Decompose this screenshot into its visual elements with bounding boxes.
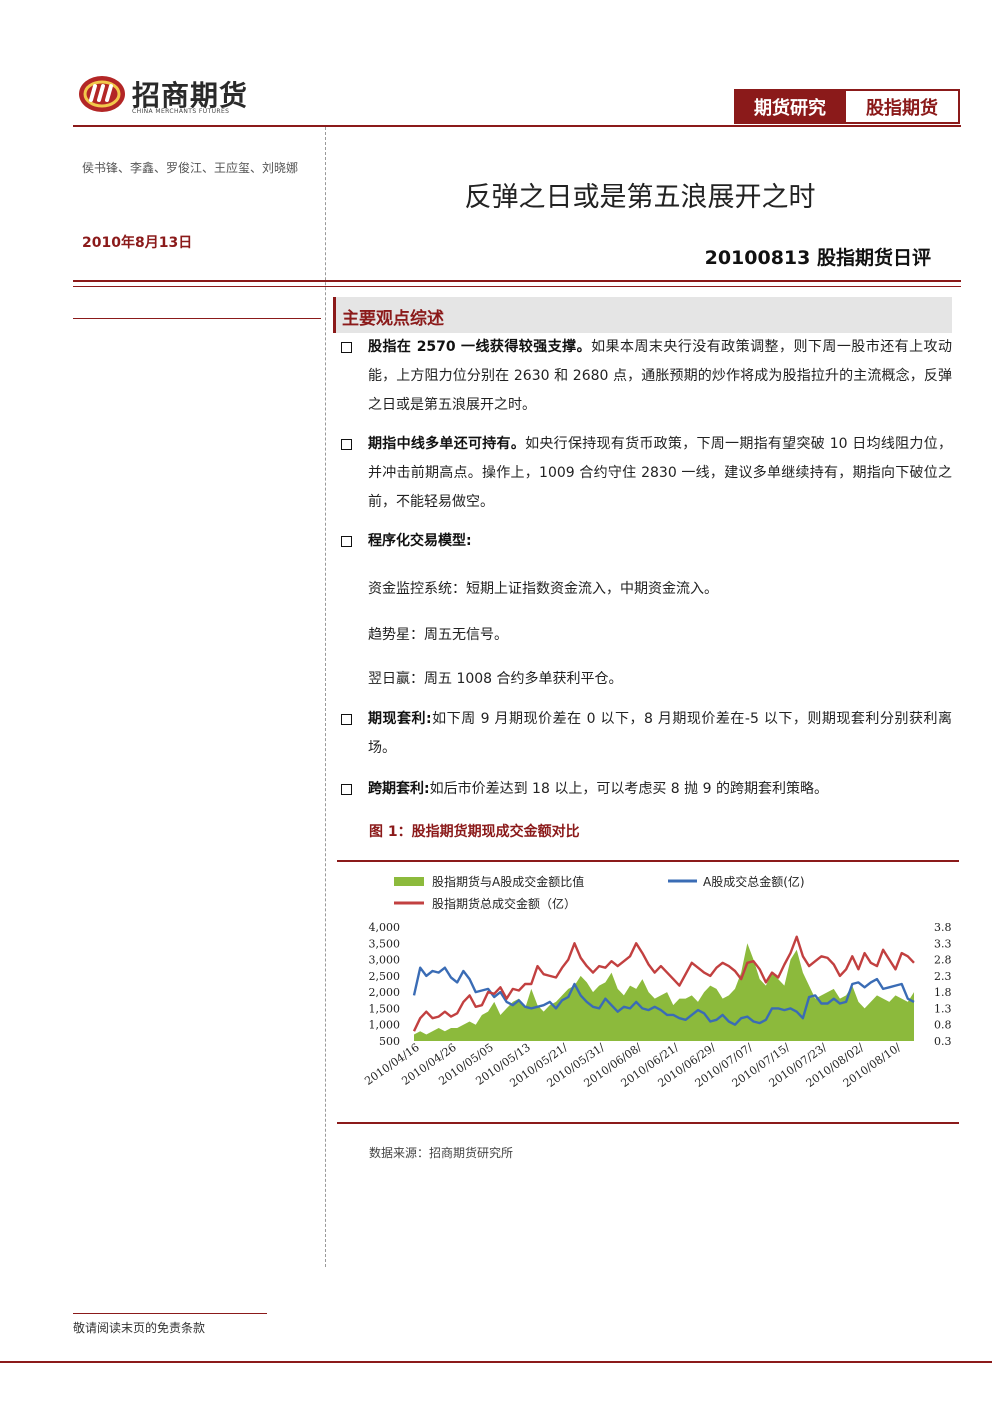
checkbox-bullet-icon	[341, 342, 352, 353]
title-rule-thin	[73, 286, 961, 287]
y-right-tick-label: 3.8	[934, 921, 952, 934]
legend-label-a-share: A股成交总金额(亿)	[703, 874, 805, 889]
data-source: 数据来源：招商期货研究所	[369, 1146, 514, 1160]
header-rule	[73, 125, 961, 127]
point-5: 跨期套利:如后市价差达到 18 以上，可以考虑买 8 抛 9 的跨期套利策略。	[337, 775, 952, 804]
report-subtitle: 20100813 股指期货日评	[704, 247, 931, 269]
logo-english-text: CHINA MERCHANTS FUTURES	[132, 108, 230, 115]
figure-top-rule	[337, 860, 959, 862]
legend-label-ratio: 股指期货与A股成交金额比值	[432, 874, 584, 889]
y-right-tick-label: 2.3	[934, 970, 952, 983]
report-title: 反弹之日或是第五浪展开之时	[464, 182, 816, 213]
logo-text: 招商期货	[132, 79, 249, 112]
company-logo: 招商期货 CHINA MERCHANTS FUTURES	[78, 70, 278, 120]
column-divider	[325, 127, 326, 1267]
series-area-ratio	[414, 943, 914, 1041]
tag-index-futures: 股指期货	[844, 91, 958, 122]
y-right-tick-label: 0.8	[934, 1019, 952, 1032]
y-right-tick-label: 0.3	[934, 1035, 952, 1048]
y-right-tick-label: 1.3	[934, 1002, 952, 1015]
footer-rule	[73, 1313, 267, 1314]
model-line-3: 翌日赢：周五 1008 合约多单获利平仓。	[368, 671, 623, 687]
point-lead: 股指在 2570 一线获得较强支撑。	[368, 339, 592, 355]
authors: 侯书锋、李鑫、罗俊江、王应玺、刘晓娜	[82, 161, 299, 175]
legend-label-futures: 股指期货总成交金额（亿）	[432, 896, 576, 911]
point-2: 期指中线多单还可持有。如央行保持现有货币政策，下周一期指有望突破 10 日均线阻…	[337, 430, 952, 517]
y-right-tick-label: 2.8	[934, 954, 952, 967]
checkbox-bullet-icon	[341, 784, 352, 795]
checkbox-bullet-icon	[341, 439, 352, 450]
figure-title: 图 1：股指期货期现成交金额对比	[369, 824, 580, 840]
legend-swatch-ratio	[394, 877, 424, 886]
y-left-tick-label: 1,000	[369, 1019, 401, 1032]
point-lead: 程序化交易模型:	[368, 533, 472, 549]
report-date: 2010年8月13日	[82, 235, 193, 251]
point-1: 股指在 2570 一线获得较强支撑。如果本周末央行没有政策调整，则下周一股市还有…	[337, 333, 952, 420]
y-left-tick-label: 2,500	[369, 970, 401, 983]
tag-futures-research: 期货研究	[736, 91, 844, 122]
series-line-a-share	[412, 966, 915, 1026]
point-lead: 期指中线多单还可持有。	[368, 436, 526, 452]
page-bottom-rule	[0, 1361, 992, 1363]
y-left-tick-label: 3,500	[369, 937, 401, 950]
left-column-rule	[73, 318, 321, 319]
figure-bottom-rule	[337, 1122, 959, 1124]
turnover-chart: 股指期货与A股成交金额比值 A股成交总金额(亿) 股指期货总成交金额（亿） 500 1,…	[362, 874, 952, 1090]
title-rule	[73, 280, 961, 282]
logo-mark-icon	[79, 76, 125, 112]
model-line-2: 趋势星：周五无信号。	[368, 627, 508, 643]
y-left-tick-label: 2,000	[369, 986, 401, 999]
y-right-tick-label: 3.3	[934, 937, 952, 950]
section-title: 主要观点综述	[342, 309, 444, 329]
y-left-tick-label: 1,500	[369, 1002, 401, 1015]
checkbox-bullet-icon	[341, 714, 352, 725]
point-4: 期现套利:如下周 9 月期现价差在 0 以下，8 月期现价差在-5 以下，则期现…	[337, 705, 952, 763]
y-right-tick-label: 1.8	[934, 986, 952, 999]
y-left-tick-label: 500	[379, 1035, 400, 1048]
y-left-tick-label: 3,000	[369, 954, 401, 967]
model-line-1: 资金监控系统：短期上证指数资金流入，中期资金流入。	[368, 581, 718, 597]
point-lead: 跨期套利:	[368, 781, 430, 797]
section-header: 主要观点综述	[333, 297, 952, 333]
disclaimer-note: 敬请阅读末页的免责条款	[73, 1321, 206, 1335]
category-tags: 期货研究 股指期货	[734, 89, 960, 124]
point-text: 如后市价差达到 18 以上，可以考虑买 8 抛 9 的跨期套利策略。	[429, 781, 828, 797]
checkbox-bullet-icon	[341, 536, 352, 547]
point-text: 如央行保持现有货币政策，下周一期指有望突破 10 日均线阻力位，并冲击前期高点。…	[368, 436, 953, 510]
point-text: 如下周 9 月期现价差在 0 以下，8 月期现价差在-5 以下，则期现套利分别获…	[368, 711, 952, 756]
point-lead: 期现套利:	[368, 711, 432, 727]
y-left-tick-label: 4,000	[369, 921, 401, 934]
point-3: 程序化交易模型:	[337, 527, 952, 556]
point-text: 如果本周末央行没有政策调整，则下周一股市还有上攻动能，上方阻力位分别在 2630…	[368, 339, 953, 413]
series-line-futures	[412, 935, 915, 1032]
